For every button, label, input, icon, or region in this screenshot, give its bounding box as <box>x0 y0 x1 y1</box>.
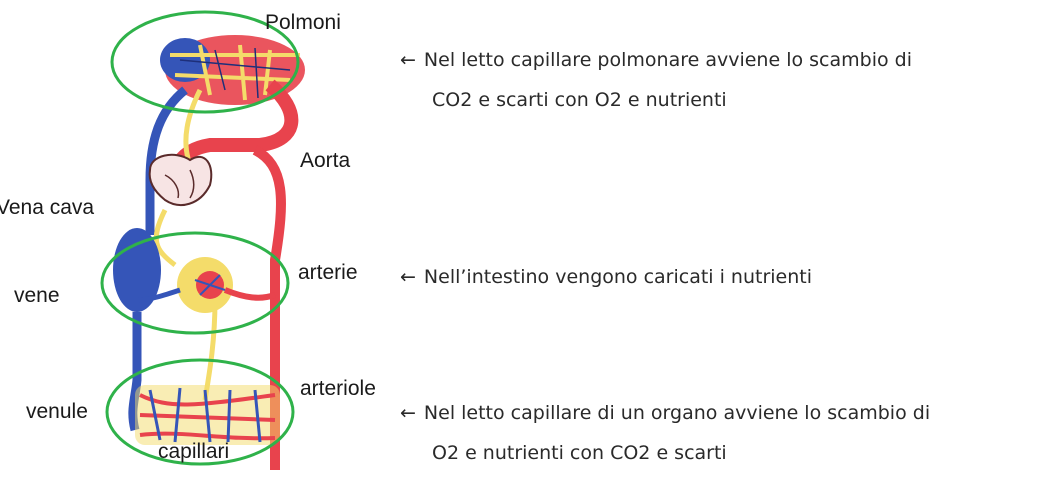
label-polmoni: Polmoni <box>265 11 341 34</box>
label-capillari: capillari <box>158 440 230 463</box>
note-organ: ← Nel letto capillare di un organo avvien… <box>400 393 930 473</box>
note-lung-line1: Nel letto capillare polmonare avviene lo… <box>423 49 912 71</box>
note-intestine-text: Nell’intestino vengono caricati i nutrie… <box>423 266 813 288</box>
label-vena-cava: Vena cava <box>0 196 95 219</box>
note-organ-line2: O2 e nutrienti con CO2 e scarti <box>432 442 727 464</box>
heart <box>148 153 213 206</box>
note-lung: ← Nel letto capillare polmonare avviene l… <box>400 40 912 120</box>
intestine-capillary-bed <box>136 257 276 313</box>
note-intestine: ← Nell’intestino vengono caricati i nutri… <box>400 257 812 297</box>
lymph-vessel <box>153 88 218 401</box>
lung-capillary-bed <box>160 35 305 105</box>
left-arrow-icon: ← <box>400 266 416 288</box>
label-arterie: arterie <box>298 261 358 284</box>
label-venule: venule <box>26 400 88 423</box>
highlight-organ <box>105 358 295 466</box>
left-arrow-icon: ← <box>400 49 416 71</box>
organ-capillary-bed <box>135 385 280 445</box>
note-organ-line1: Nel letto capillare di un organo avviene… <box>423 402 931 424</box>
label-vene: vene <box>14 284 60 307</box>
note-lung-line2: CO2 e scarti con O2 e nutrienti <box>432 89 727 111</box>
descending-artery <box>252 145 286 470</box>
label-aorta: Aorta <box>300 149 351 172</box>
highlight-intestine <box>100 231 290 335</box>
label-arteriole: arteriole <box>300 377 376 400</box>
circulatory-diagram <box>100 10 305 470</box>
highlight-lungs <box>110 10 300 114</box>
left-arrow-icon: ← <box>400 402 416 424</box>
